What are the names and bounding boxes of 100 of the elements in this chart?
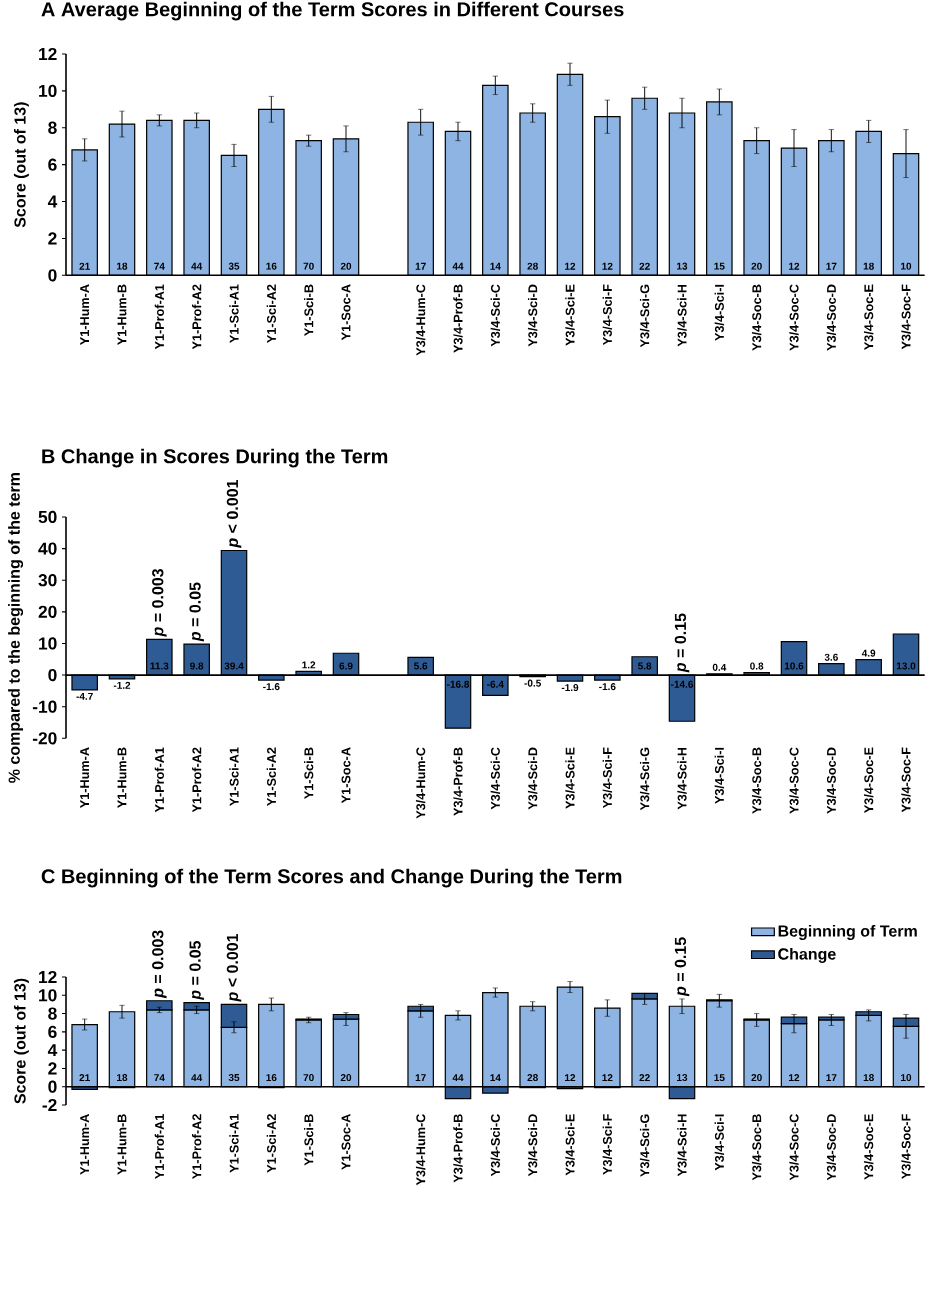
annotation: 15 — [714, 262, 725, 270]
x-tick-label: Y3/4-Soc-B — [751, 1114, 762, 1181]
x-tick-label: Y1-Prof-A1 — [154, 1114, 164, 1179]
x-tick-label: Y3/4-Sci-F — [602, 284, 613, 346]
data-label: 39.4 — [224, 662, 244, 670]
data-label: 10.6 — [784, 662, 804, 670]
x-tick-label: Y3/4-Prof-B — [453, 284, 463, 353]
y-axis-title: Score (out of 13) — [13, 102, 29, 228]
data-label: 5.8 — [638, 662, 652, 670]
annotation: 18 — [863, 262, 874, 270]
data-label: 5.6 — [414, 662, 428, 670]
x-tick-label: Y1-Hum-A — [80, 1114, 90, 1175]
y-axis-title: % compared to the beginning of the term — [8, 473, 24, 783]
legend-label: Change — [778, 947, 836, 963]
annotation: 20 — [751, 1074, 762, 1082]
annotation: 17 — [826, 262, 837, 270]
x-tick-label: Y3/4-Sci-C — [490, 747, 501, 810]
y-tick-label: 4 — [47, 1044, 58, 1057]
y-tick-label: 8 — [48, 1007, 57, 1020]
annotation: 22 — [639, 1074, 650, 1082]
x-tick-label: Y3/4-Sci-H — [677, 747, 687, 810]
y-tick-label: 0 — [48, 1080, 57, 1093]
annotation: 18 — [117, 262, 128, 270]
y-tick-label: 2 — [48, 232, 57, 245]
y-tick-label: 20 — [38, 605, 57, 618]
chart-title: A Average Beginning of the Term Scores in Different Courses — [41, 1, 624, 21]
x-tick-label: Y3/4-Hum-C — [415, 747, 426, 819]
x-tick-label: Y3/4-Sci-D — [527, 747, 538, 810]
x-tick-label: Y1-Soc-A — [341, 747, 351, 804]
chart-title: C Beginning of the Term Scores and Change During the Term — [41, 868, 622, 888]
x-tick-label: Y3/4-Sci-F — [602, 747, 613, 809]
x-tick-label: Y1-Hum-B — [117, 747, 127, 809]
y-tick-label: 6 — [48, 1025, 57, 1038]
annotation: 20 — [340, 262, 352, 270]
x-tick-label: Y1-Prof-A2 — [192, 1114, 202, 1179]
annotation: 17 — [415, 1074, 426, 1082]
data-label: -6.4 — [487, 680, 504, 688]
annotation: 10 — [901, 1074, 912, 1082]
x-tick-label: Y3/4-Soc-F — [901, 284, 911, 350]
y-tick-label: 50 — [38, 510, 57, 524]
x-tick-label: Y1-Sci-A1 — [229, 747, 239, 806]
x-tick-label: Y3/4-Sci-E — [565, 747, 575, 809]
y-tick-label: 2 — [48, 1062, 57, 1075]
x-tick-label: Y1-Soc-A — [341, 1114, 351, 1170]
x-tick-label: Y3/4-Sci-G — [639, 747, 650, 811]
annotation: 14 — [490, 262, 501, 270]
annotation: 18 — [117, 1074, 128, 1082]
annotation: p = 0.05 — [189, 940, 204, 1001]
x-tick-label: Y3/4-Soc-F — [901, 1114, 911, 1179]
data-label: -1.6 — [263, 683, 280, 691]
x-tick-label: Y3/4-Sci-C — [490, 284, 501, 347]
y-tick-label: 0 — [48, 269, 57, 282]
x-tick-label: Y3/4-Sci-H — [677, 284, 687, 347]
y-tick-label: 10 — [39, 637, 57, 650]
y-tick-label: 40 — [38, 542, 57, 555]
x-tick-label: Y3/4-Prof-B — [453, 1114, 463, 1183]
x-tick-label: Y1-Sci-A2 — [266, 284, 276, 343]
annotation: 28 — [527, 262, 538, 270]
annotation: 12 — [565, 1074, 576, 1082]
x-tick-label: Y3/4-Sci-F — [602, 1114, 613, 1175]
annotation: 28 — [527, 1074, 538, 1082]
annotation: 20 — [751, 262, 762, 270]
x-tick-label: Y3/4-Sci-C — [490, 1114, 501, 1177]
x-tick-label: Y1-Hum-B — [117, 284, 127, 346]
annotation: 74 — [154, 1074, 165, 1082]
annotation: 15 — [714, 1074, 725, 1082]
data-label: -14.6 — [671, 680, 694, 688]
x-tick-label: Y3/4-Soc-B — [751, 747, 762, 814]
data-label: 4.9 — [861, 649, 876, 657]
annotation: 35 — [228, 1074, 240, 1082]
x-tick-label: Y3/4-Soc-B — [751, 284, 762, 351]
y-tick-label: 12 — [39, 47, 57, 61]
x-tick-label: Y3/4-Prof-B — [453, 747, 463, 816]
x-tick-label: Y3/4-Sci-G — [639, 1114, 650, 1177]
x-tick-label: Y1-Hum-B — [117, 1114, 127, 1175]
annotation: 35 — [228, 262, 240, 270]
annotation: 12 — [602, 1074, 613, 1082]
annotation: 13 — [677, 1074, 688, 1082]
x-tick-label: Y3/4-Soc-C — [789, 1114, 799, 1181]
data-label: 0.4 — [712, 663, 727, 671]
data-label: 3.6 — [824, 653, 838, 661]
x-tick-label: Y3/4-Soc-F — [901, 747, 911, 813]
annotation: 44 — [191, 262, 203, 270]
x-tick-label: Y1-Hum-A — [80, 747, 90, 809]
x-tick-label: Y3/4-Sci-E — [565, 284, 575, 346]
y-tick-label: 8 — [48, 121, 57, 134]
annotation: 16 — [266, 262, 277, 270]
annotation: 12 — [565, 262, 576, 270]
data-label: 1.2 — [302, 661, 316, 669]
data-label: -1.6 — [599, 683, 616, 691]
annotation: 44 — [452, 262, 464, 270]
x-tick-label: Y3/4-Soc-D — [826, 284, 837, 351]
y-tick-label: 12 — [39, 970, 57, 984]
data-label: -16.8 — [447, 680, 470, 688]
x-tick-label: Y1-Sci-B — [304, 747, 314, 799]
y-tick-label: 10 — [39, 84, 57, 98]
annotation: 10 — [901, 262, 912, 270]
annotation: p < 0.001 — [226, 479, 242, 548]
annotation: 17 — [415, 262, 426, 270]
data-label: -4.7 — [76, 692, 93, 700]
